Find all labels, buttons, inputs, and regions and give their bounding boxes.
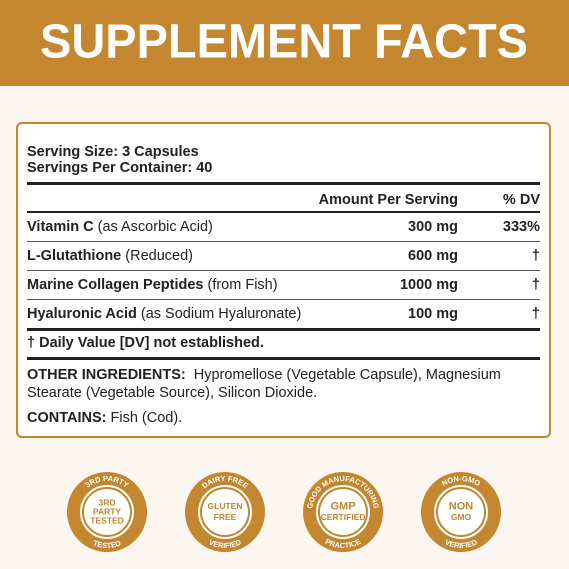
row: Marine Collagen Peptides (from Fish) 1000… bbox=[27, 271, 540, 299]
badge-ring bbox=[80, 485, 134, 539]
banner-bg bbox=[0, 0, 569, 86]
badge-center-text: TESTED bbox=[90, 515, 124, 525]
column-header: Amount Per Serving bbox=[318, 192, 458, 208]
badge-top-text: NON-GMO bbox=[440, 474, 482, 488]
row: Vitamin C (as Ascorbic Acid) 300 mg 333% bbox=[27, 213, 540, 241]
text: Fish (Cod). bbox=[110, 410, 183, 426]
badge-top: NON-GMO bbox=[440, 474, 482, 488]
divider bbox=[27, 270, 540, 271]
row: L-Glutathione (Reduced) 600 mg † bbox=[27, 242, 540, 270]
badge-ring bbox=[198, 485, 252, 539]
badge-bottom-text: VERIFIED bbox=[443, 537, 479, 550]
divider bbox=[27, 299, 540, 300]
badge-center bbox=[438, 489, 484, 535]
divider bbox=[27, 241, 540, 242]
nutrient: Marine Collagen Peptides (from Fish) bbox=[27, 277, 308, 293]
divider bbox=[27, 357, 540, 360]
badge-center bbox=[320, 489, 366, 535]
label: CONTAINS: bbox=[27, 410, 107, 426]
badge-ring bbox=[316, 485, 370, 539]
badge-bottom-text: VERIFIED bbox=[207, 537, 243, 550]
badge-bottom: TESTED bbox=[92, 538, 123, 550]
nutrient-name: L-Glutathione bbox=[27, 248, 122, 264]
column-header: % DV bbox=[502, 192, 540, 208]
amount: 300 mg bbox=[408, 219, 458, 235]
nutrient: Vitamin C (as Ascorbic Acid) bbox=[27, 219, 308, 235]
contains: CONTAINS: Fish (Cod). bbox=[27, 410, 540, 426]
text: Hypromellose (Vegetable Capsule), Magnes… bbox=[27, 367, 501, 401]
facts-panel: Serving Size: 3 Capsules Servings Per Co… bbox=[16, 122, 551, 438]
nutrient-name: Hyaluronic Acid bbox=[27, 306, 137, 322]
badge-bottom-text: PRACTICE bbox=[324, 537, 362, 550]
nutrient: Hyaluronic Acid (as Sodium Hyaluronate) bbox=[27, 306, 308, 322]
badge-bottom: VERIFIED bbox=[207, 537, 243, 550]
divider bbox=[27, 182, 540, 185]
badge-center-text: CERTIFIED bbox=[321, 512, 366, 522]
badge-center-text: GLUTEN bbox=[208, 501, 243, 511]
divider bbox=[27, 211, 540, 213]
daily-value: † bbox=[531, 277, 540, 293]
amount: 1000 mg bbox=[399, 277, 458, 293]
badge-bottom-text: TESTED bbox=[92, 538, 123, 550]
qualifier: (as Sodium Hyaluronate) bbox=[140, 306, 302, 322]
daily-value: 333% bbox=[502, 219, 540, 235]
qualifier: (as Ascorbic Acid) bbox=[97, 219, 213, 235]
badge-ring bbox=[434, 485, 488, 539]
row: Hyaluronic Acid (as Sodium Hyaluronate) 1… bbox=[27, 300, 540, 328]
other-ingredients: OTHER INGREDIENTS: Hypromellose (Vegetab… bbox=[27, 366, 540, 402]
qualifier: (from Fish) bbox=[207, 277, 278, 293]
divider bbox=[27, 328, 540, 331]
rows: Vitamin C (as Ascorbic Acid) 300 mg 333% L-… bbox=[27, 213, 540, 328]
servings-per-container: Servings Per Container: 40 bbox=[27, 160, 213, 176]
badge-bottom: VERIFIED bbox=[443, 537, 479, 550]
title: SUPPLEMENT FACTS bbox=[40, 16, 528, 69]
banner: SUPPLEMENT FACTS bbox=[0, 0, 569, 86]
badge-center bbox=[202, 489, 248, 535]
amount: 600 mg bbox=[408, 248, 458, 264]
column-headers: Amount Per Serving % DV bbox=[27, 189, 540, 211]
badge-center-text: GMP bbox=[330, 500, 355, 512]
qualifier: (Reduced) bbox=[125, 248, 193, 264]
badge-center-text: NON bbox=[449, 500, 474, 512]
daily-value: † bbox=[531, 306, 540, 322]
badge-bottom: PRACTICE bbox=[324, 537, 362, 550]
serving-size: Serving Size: 3 Capsules bbox=[27, 144, 199, 160]
footnote: † Daily Value [DV] not established. bbox=[27, 335, 264, 351]
badge-center-text: FREE bbox=[214, 512, 237, 522]
badge-center-text: GMO bbox=[451, 512, 472, 522]
nutrient: L-Glutathione (Reduced) bbox=[27, 248, 308, 264]
nutrient-name: Vitamin C bbox=[27, 219, 94, 235]
badge-center-text: PARTY bbox=[93, 506, 122, 516]
nutrient-name: Marine Collagen Peptides bbox=[27, 277, 204, 293]
amount: 100 mg bbox=[408, 306, 458, 322]
badge-center-text: 3RD bbox=[98, 497, 115, 507]
label: OTHER INGREDIENTS: bbox=[27, 367, 186, 383]
daily-value: † bbox=[531, 248, 540, 264]
badge-center bbox=[84, 489, 130, 535]
